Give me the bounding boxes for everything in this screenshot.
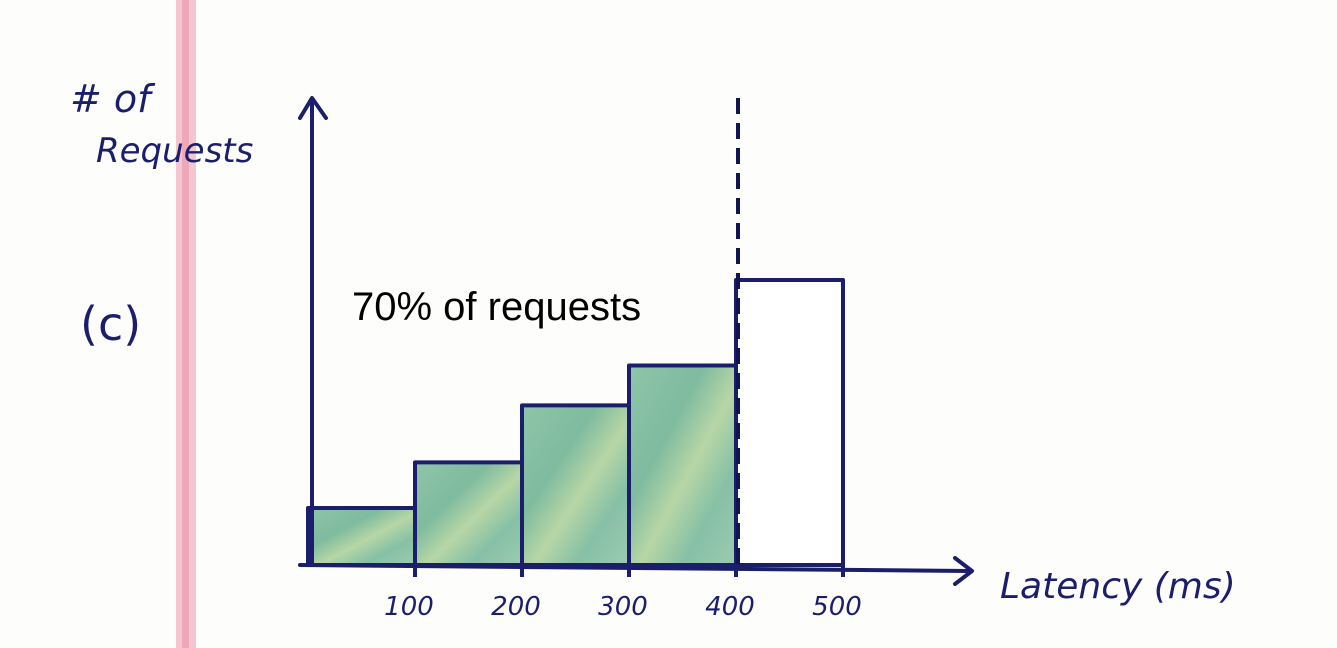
x-tick-label-500: 500: [812, 592, 862, 622]
panel-label: (c): [80, 297, 141, 351]
x-axis-arrowhead: [953, 556, 974, 586]
histogram-bar-1: [306, 506, 417, 567]
histogram-bar-2: [413, 460, 524, 567]
y-axis-label-line2: Requests: [96, 131, 253, 171]
y-axis-label-line1: # of: [70, 77, 156, 121]
histogram-bar-5: [734, 278, 845, 567]
histogram-bar-4: [627, 363, 738, 567]
x-axis-label: Latency (ms): [1000, 566, 1236, 607]
x-axis: [298, 563, 970, 573]
ticks-layer: 100 200 300 400 500: [384, 557, 862, 622]
annotation-label: 70% of requests: [352, 285, 641, 329]
x-tick-label-100: 100: [384, 592, 434, 622]
x-tick-label-200: 200: [491, 592, 541, 622]
bars-layer: [306, 278, 845, 567]
x-tick-label-400: 400: [705, 592, 755, 622]
notebook-margin-line-inner: [182, 0, 189, 648]
histogram-bar-3: [520, 403, 631, 567]
x-tick-label-300: 300: [598, 592, 648, 622]
y-axis-arrowhead: [298, 96, 328, 120]
